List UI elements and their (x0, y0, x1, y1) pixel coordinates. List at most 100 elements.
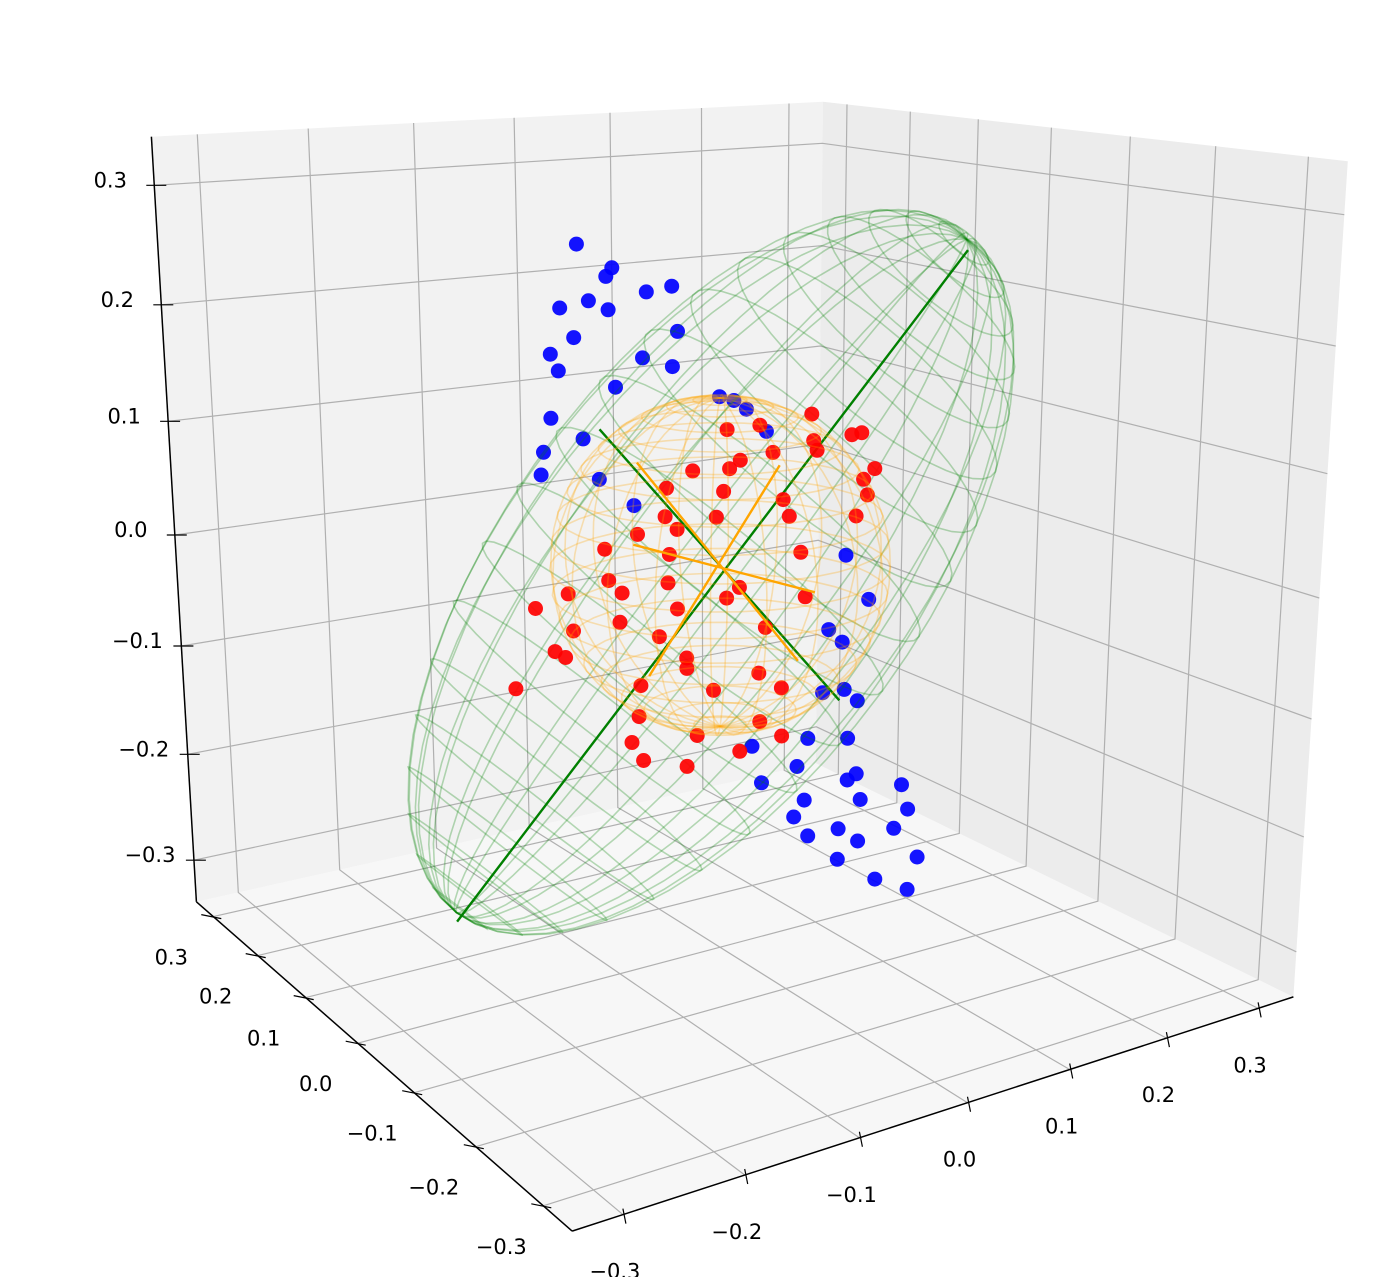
z-tick-label: 0.1 (107, 404, 140, 428)
scatter-point (638, 284, 654, 300)
wireframe-line (456, 239, 970, 918)
scatter-point (575, 431, 591, 447)
scatter-point (598, 268, 614, 284)
scatter-point (859, 487, 875, 503)
z-tick-label: 0.0 (114, 518, 147, 542)
scatter-point (909, 849, 925, 865)
wireframe-line (550, 397, 721, 728)
wireframe-line (456, 238, 993, 931)
scatter-point (856, 471, 872, 487)
scatter-point (660, 575, 676, 591)
wireframe-line (719, 397, 892, 728)
scatter-point (800, 730, 816, 746)
scatter-point (722, 461, 738, 477)
grid-line (413, 122, 860, 1139)
scatter-point (719, 422, 735, 438)
scatter-point (566, 623, 581, 639)
wireframe-line (456, 238, 1015, 936)
grid-line (305, 119, 979, 999)
scatter-point (568, 236, 584, 252)
y-tick (463, 1144, 484, 1150)
scatter-point (566, 330, 582, 346)
x-tick-label: 0.1 (1045, 1115, 1078, 1139)
scatter-point (829, 851, 845, 867)
z-tick-label: −0.3 (124, 843, 175, 867)
scatter-point (765, 444, 781, 460)
grid-line (181, 539, 1312, 720)
wireframe-line (677, 394, 721, 727)
wireframe-line (456, 238, 1007, 926)
wireframe-line (453, 238, 968, 914)
pane (151, 101, 823, 902)
grid-line (609, 112, 1071, 1071)
wireframe-line (867, 208, 1014, 337)
scatter-point (685, 463, 701, 479)
scatter-point (542, 346, 558, 362)
scatter-point (796, 792, 812, 808)
scatter-point (651, 629, 667, 645)
wireframe-line (564, 396, 721, 728)
scatter-point (591, 471, 607, 487)
x-tick (1165, 1031, 1170, 1048)
scatter-point (636, 753, 652, 768)
wireframe-line (692, 394, 748, 407)
grid-line (357, 127, 1052, 1044)
scatter-point (732, 743, 748, 759)
scatter-point (679, 650, 695, 666)
scatter-point (543, 410, 559, 426)
scatter-point (614, 585, 630, 601)
wireframe-line (654, 397, 721, 736)
wireframe-line (597, 421, 843, 476)
scatter-point (773, 680, 789, 696)
wireframe-line (427, 232, 967, 914)
scatter-point (786, 809, 802, 825)
wireframe-line (568, 597, 872, 686)
wireframe-line (641, 400, 800, 434)
scatter-point (840, 730, 856, 746)
scatter-point (732, 452, 748, 468)
scatter-point (867, 461, 883, 477)
scatter-point (861, 591, 877, 607)
wireframe-line (414, 714, 655, 901)
scatter-point (580, 293, 596, 309)
scatter-point (797, 589, 813, 605)
wireframe-line (417, 208, 968, 914)
wireframe-line (456, 238, 1015, 933)
scatter-point (664, 359, 680, 375)
x-tick (1257, 1002, 1262, 1018)
wireframe-line (719, 397, 768, 736)
scatter-point (848, 508, 864, 524)
x-tick-label: −0.3 (589, 1260, 640, 1277)
scatter-point (752, 417, 768, 433)
grid-line (700, 107, 1167, 1039)
pane (196, 763, 1294, 1232)
scatter-point (608, 379, 623, 395)
wireframe-line (719, 395, 823, 728)
wireframe-line (583, 621, 858, 704)
wireframe-line (456, 238, 1007, 936)
wireframe-line (665, 395, 775, 418)
scatter-point (712, 389, 727, 405)
scatter-point (597, 541, 613, 557)
wireframe-line (643, 684, 797, 735)
scatter-point (789, 759, 805, 774)
y-tick (245, 953, 266, 959)
scatter-point (781, 508, 797, 524)
scatter-point (601, 573, 617, 588)
scatter-point (670, 323, 685, 339)
y-tick (531, 1203, 552, 1209)
wireframe-line (826, 215, 1016, 381)
scatter-point (679, 660, 695, 676)
wireframe-line (407, 215, 968, 914)
x-tick (966, 1096, 972, 1112)
z-tick-label: 0.3 (94, 168, 127, 192)
scatter-point (867, 871, 883, 887)
grid-line (196, 134, 624, 1216)
wireframe-line (620, 665, 820, 729)
scatter-point (528, 601, 543, 616)
scatter-point (600, 302, 616, 318)
y-tick-label: 0.0 (299, 1072, 332, 1096)
scatter-point (752, 714, 768, 730)
scatter-point (849, 693, 865, 709)
